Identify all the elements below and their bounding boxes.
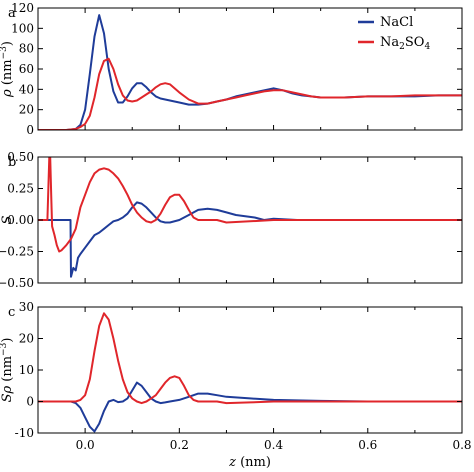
- y-tick-label: 60: [19, 62, 34, 76]
- y-tick-label: 30: [19, 300, 34, 314]
- y-tick-label: −0.25: [0, 245, 34, 259]
- y-axis-label: ρ (nm−3): [0, 41, 15, 98]
- legend-label-NaCl: NaCl: [380, 15, 413, 30]
- plot-frame: [37, 306, 463, 434]
- panel-label: b: [8, 155, 16, 170]
- panel-c: -10 0 10 20 30 0.0 0.2 0.4 0.6 0.8 c Sρ (nm−3) z (nm…: [0, 300, 472, 470]
- y-tick-label: 0.50: [7, 150, 34, 164]
- y-tick-label: 0.00: [7, 213, 34, 227]
- y-tick-label: 10: [19, 363, 34, 377]
- y-axis-label: Sρ (nm−3): [0, 338, 15, 403]
- y-tick-label: 0.25: [7, 182, 34, 196]
- series-Na2SO4-panel-a: [38, 57, 462, 130]
- series-NaCl-panel-b: [38, 201, 462, 278]
- panel-label: c: [8, 305, 15, 320]
- x-tick-label: 0.4: [264, 438, 283, 452]
- series-Na2SO4-panel-c: [38, 312, 462, 405]
- series-Na2SO4-panel-b: [38, 157, 462, 253]
- series-NaCl-panel-a: [38, 14, 462, 130]
- y-tick-label: -10: [15, 426, 34, 440]
- legend: NaCl Na2SO4: [358, 15, 430, 52]
- y-tick-label: 80: [19, 42, 34, 56]
- panel-label: a: [8, 6, 16, 21]
- x-tick-label: 0.2: [170, 438, 189, 452]
- y-tick-label: −0.50: [0, 276, 34, 290]
- x-tick-label: 0.8: [452, 438, 471, 452]
- y-tick-label: 0: [26, 395, 34, 409]
- y-axis-label: S: [0, 215, 15, 224]
- series-NaCl-panel-c: [38, 381, 462, 433]
- x-axis-label: z (nm): [228, 455, 271, 470]
- x-tick-label: 0.6: [358, 438, 377, 452]
- panel-b: −0.50 −0.25 0.00 0.25 0.50b S: [0, 150, 463, 290]
- y-tick-label: 40: [19, 82, 34, 96]
- y-tick-label: 100: [11, 21, 34, 35]
- y-tick-label: 0: [26, 123, 34, 137]
- y-tick-label: 20: [19, 103, 34, 117]
- y-tick-label: 120: [11, 1, 34, 15]
- y-tick-label: 20: [19, 332, 34, 346]
- x-tick-label: 0.0: [76, 438, 95, 452]
- legend-label-Na2SO4: Na2SO4: [380, 35, 430, 52]
